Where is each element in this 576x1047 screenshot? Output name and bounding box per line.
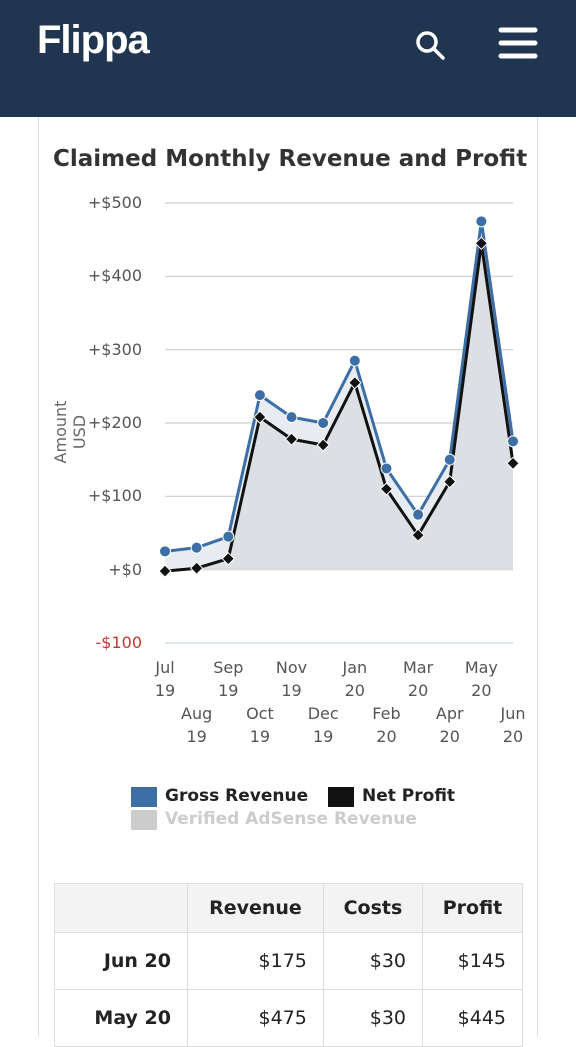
point	[222, 530, 235, 543]
point	[316, 438, 330, 452]
legend-label: Verified AdSense Revenue	[165, 809, 417, 829]
data-table: Revenue Costs Profit Jun 20 $175 $30 $145 May 2…	[54, 883, 523, 1047]
point	[158, 564, 172, 578]
menu-icon[interactable]	[498, 27, 538, 59]
point	[474, 236, 489, 251]
header: Flippa	[0, 0, 576, 117]
y-tick-label: +$200	[87, 413, 142, 432]
legend-label: Net Profit	[362, 786, 456, 806]
point	[317, 417, 330, 429]
y-tick-label: +$500	[87, 193, 142, 212]
point	[412, 508, 425, 521]
point	[348, 354, 361, 367]
x-tick-label: Mar 20	[402, 658, 434, 700]
area	[165, 243, 513, 572]
table-cell: $145	[422, 932, 523, 990]
point	[285, 411, 298, 424]
point	[475, 215, 488, 228]
point	[284, 432, 299, 446]
card	[38, 117, 538, 1037]
x-tick-label: Feb 20	[372, 704, 401, 746]
y-tick-label: +$400	[87, 266, 142, 286]
x-tick-label: Jul 19	[154, 658, 176, 700]
x-tick-label: May 20	[464, 658, 498, 700]
legend-swatch	[131, 787, 157, 807]
y-tick-label: +$300	[87, 339, 142, 359]
table-cell: $475	[187, 989, 324, 1047]
x-tick-label: Dec 19	[307, 704, 339, 746]
point	[189, 561, 204, 575]
point	[253, 389, 266, 402]
point	[159, 545, 171, 558]
table-cell: $30	[322, 989, 424, 1047]
point	[506, 456, 520, 471]
point	[379, 482, 394, 496]
row-label: Jun 20	[54, 932, 188, 990]
header-icons	[416, 27, 538, 60]
series-line	[164, 241, 515, 573]
table-cell: $30	[322, 932, 424, 990]
legend-swatch	[328, 787, 354, 807]
point	[253, 410, 267, 424]
x-tick-label: Apr 20	[435, 704, 464, 746]
y-tick-label: +$100	[87, 486, 142, 506]
table-cell: $175	[187, 932, 324, 990]
point	[411, 528, 425, 542]
column-header: Revenue	[187, 883, 324, 933]
corner-cell	[54, 883, 188, 933]
point	[443, 474, 457, 489]
column-header: Profit	[422, 883, 523, 933]
x-tick-label: Jun 20	[500, 704, 526, 746]
column-header: Costs	[322, 883, 424, 933]
logo[interactable]: Flippa	[37, 18, 150, 62]
table-row: Jun 20 $175 $30 $145	[54, 932, 523, 990]
point	[507, 435, 519, 448]
y-tick-label: -$100	[95, 633, 143, 652]
table-row: May 20 $475 $30 $445	[54, 989, 523, 1047]
point	[348, 375, 362, 390]
x-tick-label: Sep 19	[213, 658, 244, 700]
x-tick-label: Oct 19	[246, 704, 274, 746]
table-cell: $445	[422, 989, 523, 1047]
chart-title: Claimed Monthly Revenue and Profit	[53, 146, 528, 172]
legend-swatch	[131, 810, 157, 830]
chart	[158, 202, 520, 644]
y-tick-label: +$0	[108, 559, 142, 579]
point	[380, 462, 393, 475]
point	[221, 551, 235, 566]
row-label: May 20	[54, 989, 188, 1047]
x-tick-label: Nov 19	[275, 658, 308, 700]
x-tick-label: Aug 19	[181, 704, 213, 746]
legend-label: Gross Revenue	[165, 786, 309, 806]
point	[443, 453, 456, 466]
search-icon[interactable]	[416, 31, 445, 60]
x-tick-label: Jan 20	[342, 658, 368, 700]
point	[190, 541, 203, 554]
